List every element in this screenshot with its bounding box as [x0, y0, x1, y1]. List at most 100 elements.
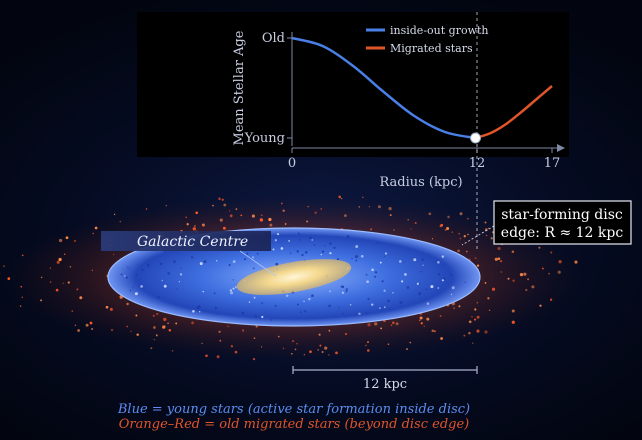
young-star-dot [289, 252, 292, 255]
young-star-dot [376, 241, 379, 245]
young-star-dot [346, 235, 350, 238]
migrated-star-dot [344, 214, 347, 217]
y-axis-label: Mean Stellar Age [232, 30, 247, 145]
migrated-star-dot [234, 350, 238, 354]
migrated-star-dot [440, 337, 443, 340]
young-star-dot [425, 288, 427, 291]
young-star-dot [157, 295, 160, 299]
young-star-dot [246, 252, 249, 255]
young-star-dot [437, 273, 441, 276]
migrated-star-dot [488, 309, 491, 311]
migrated-star-dot [175, 322, 178, 325]
young-star-dot [280, 247, 284, 250]
young-star-dot [139, 278, 142, 281]
migrated-star-dot [463, 334, 466, 337]
young-star-dot [129, 289, 132, 292]
young-star-dot [384, 306, 386, 308]
young-star-dot [173, 260, 176, 263]
young-star-dot [308, 297, 311, 301]
young-star-dot [167, 272, 170, 275]
young-star-dot [349, 303, 352, 306]
migrated-star-dot [512, 279, 515, 282]
young-star-dot [196, 306, 200, 310]
migrated-star-dot [368, 206, 370, 208]
migrated-star-dot [328, 354, 330, 356]
migrated-star-dot [471, 315, 473, 318]
young-star-dot [345, 290, 348, 293]
migrated-star-dot [20, 285, 23, 288]
young-star-dot [418, 292, 422, 295]
young-star-dot [416, 282, 420, 285]
young-star-dot [379, 261, 382, 264]
migrated-star-dot [467, 233, 469, 236]
migrated-star-dot [294, 348, 297, 351]
young-star-dot [371, 268, 374, 272]
young-star-dot [261, 302, 264, 305]
young-star-dot [214, 307, 218, 310]
migrated-star-dot [242, 330, 244, 332]
migrated-star-dot [251, 214, 255, 218]
migrated-star-dot [395, 322, 399, 326]
migrated-star-dot [319, 344, 322, 347]
young-star-dot [451, 286, 455, 290]
migrated-star-dot [252, 358, 256, 361]
migrated-star-dot [259, 218, 264, 222]
migrated-star-dot [490, 237, 493, 240]
young-star-dot [450, 293, 453, 296]
migrated-star-dot [307, 205, 309, 208]
young-star-dot [355, 259, 358, 262]
young-star-dot [254, 314, 257, 318]
young-star-dot [355, 245, 359, 248]
migrated-star-dot [284, 223, 287, 225]
young-star-dot [216, 313, 219, 315]
young-star-dot [320, 253, 323, 256]
young-star-dot [421, 258, 425, 262]
young-star-dot [345, 288, 349, 291]
young-star-dot [199, 311, 201, 313]
migrated-star-dot [362, 196, 364, 199]
migrated-star-dot [474, 318, 477, 321]
young-star-dot [311, 239, 314, 241]
young-star-dot [399, 301, 403, 305]
young-star-dot [229, 289, 233, 292]
migrated-star-dot [574, 260, 578, 264]
migrated-star-dot [153, 326, 156, 329]
migrated-star-dot [218, 330, 221, 333]
young-star-dot [374, 271, 378, 274]
young-star-dot [442, 277, 446, 281]
young-star-dot [270, 319, 273, 321]
migrated-star-dot [119, 220, 122, 223]
migrated-star-dot [135, 314, 138, 317]
migrated-star-dot [145, 208, 148, 210]
migrated-star-dot [229, 214, 233, 218]
migrated-star-dot [340, 197, 343, 200]
disc-edge-callout: star-forming disc edge: R ≈ 12 kpc [461, 200, 632, 246]
young-star-dot [329, 242, 332, 245]
migrated-star-dot [40, 276, 43, 279]
migrated-star-dot [156, 312, 159, 316]
migrated-star-dot [153, 338, 155, 341]
age-radius-chart: Old Young Mean Stellar Age 0 12 17 Radiu… [137, 12, 569, 250]
young-star-dot [329, 252, 332, 255]
migrated-star-dot [500, 260, 503, 263]
young-star-dot [437, 261, 440, 264]
young-star-dot [450, 273, 453, 276]
young-star-dot [134, 292, 138, 296]
migrated-star-dot [458, 233, 460, 235]
y-tick-label-old: Old [262, 31, 285, 46]
young-star-dot [401, 280, 404, 283]
migrated-star-dot [440, 223, 444, 227]
migrated-star-dot [92, 232, 94, 235]
young-star-dot [403, 261, 405, 263]
migrated-star-dot [219, 218, 223, 222]
migrated-star-dot [40, 299, 43, 302]
migrated-star-dot [282, 347, 285, 350]
migrated-star-dot [58, 257, 62, 262]
young-star-dot [387, 299, 390, 303]
young-star-dot [296, 303, 299, 306]
migrated-star-dot [525, 288, 528, 292]
migrated-star-dot [472, 342, 474, 344]
young-star-dot [366, 280, 369, 284]
migrated-star-dot [55, 288, 59, 292]
